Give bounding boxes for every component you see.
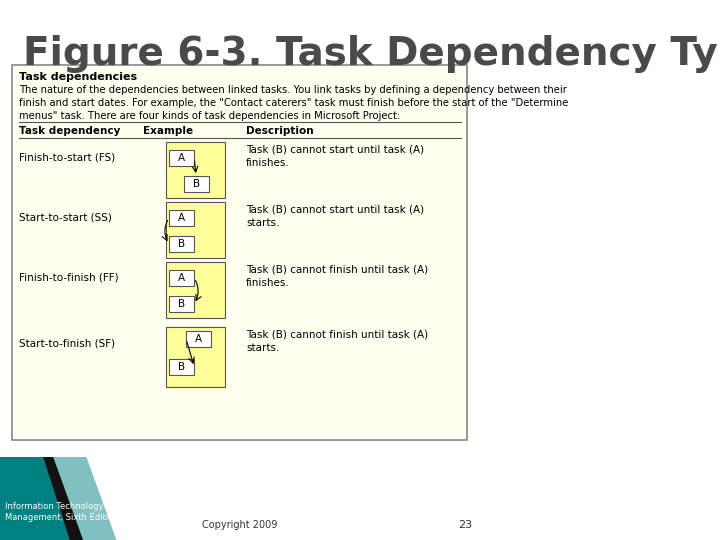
- Text: Example: Example: [143, 126, 193, 136]
- FancyBboxPatch shape: [169, 359, 194, 375]
- Text: B: B: [178, 362, 185, 372]
- Text: Information Technology Project
Management, Sixth Edition: Information Technology Project Managemen…: [5, 502, 135, 522]
- Text: Task (B) cannot finish until task (A)
finishes.: Task (B) cannot finish until task (A) fi…: [246, 265, 428, 288]
- FancyBboxPatch shape: [169, 236, 194, 252]
- FancyBboxPatch shape: [169, 270, 194, 286]
- Text: B: B: [192, 179, 199, 189]
- FancyBboxPatch shape: [169, 150, 194, 166]
- Text: The nature of the dependencies between linked tasks. You link tasks by defining : The nature of the dependencies between l…: [19, 85, 568, 122]
- Text: Description: Description: [246, 126, 314, 136]
- FancyBboxPatch shape: [166, 202, 225, 258]
- Text: Copyright 2009: Copyright 2009: [202, 520, 277, 530]
- Text: A: A: [178, 213, 185, 223]
- Text: Task dependencies: Task dependencies: [19, 72, 137, 82]
- Text: A: A: [178, 153, 185, 163]
- Text: Finish-to-start (FS): Finish-to-start (FS): [19, 153, 115, 163]
- Text: Figure 6-3. Task Dependency Types: Figure 6-3. Task Dependency Types: [23, 35, 720, 73]
- Text: Start-to-start (SS): Start-to-start (SS): [19, 213, 112, 223]
- Text: Finish-to-finish (FF): Finish-to-finish (FF): [19, 273, 118, 283]
- FancyBboxPatch shape: [166, 327, 225, 387]
- Polygon shape: [53, 457, 117, 540]
- Text: A: A: [178, 273, 185, 283]
- FancyBboxPatch shape: [166, 142, 225, 198]
- FancyBboxPatch shape: [166, 262, 225, 318]
- Text: Task (B) cannot start until task (A)
starts.: Task (B) cannot start until task (A) sta…: [246, 205, 424, 227]
- Polygon shape: [0, 457, 107, 540]
- FancyBboxPatch shape: [169, 210, 194, 226]
- Polygon shape: [43, 457, 86, 540]
- Text: A: A: [195, 334, 202, 344]
- Text: B: B: [178, 299, 185, 309]
- FancyBboxPatch shape: [184, 176, 209, 192]
- FancyBboxPatch shape: [186, 331, 212, 347]
- FancyBboxPatch shape: [12, 65, 467, 440]
- Text: Task dependency: Task dependency: [19, 126, 120, 136]
- Text: B: B: [178, 239, 185, 249]
- Text: Task (B) cannot finish until task (A)
starts.: Task (B) cannot finish until task (A) st…: [246, 329, 428, 353]
- Text: Start-to-finish (SF): Start-to-finish (SF): [19, 338, 114, 348]
- Text: Task (B) cannot start until task (A)
finishes.: Task (B) cannot start until task (A) fin…: [246, 144, 424, 167]
- Text: 23: 23: [459, 520, 472, 530]
- FancyBboxPatch shape: [169, 296, 194, 312]
